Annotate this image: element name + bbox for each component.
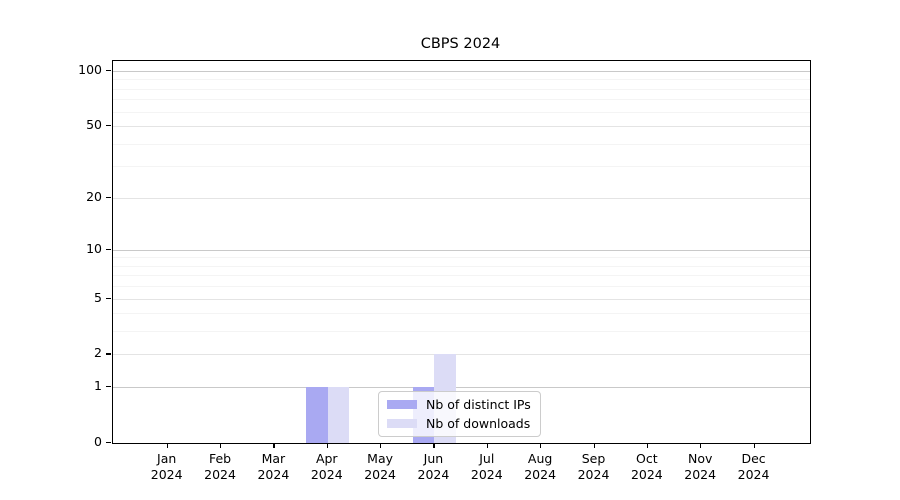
gridline-minor xyxy=(113,99,810,101)
gridline-minor xyxy=(113,275,810,277)
x-tick-label-apr: Apr 2024 xyxy=(310,451,343,482)
x-tick-mark-nov xyxy=(700,444,702,448)
gridline-minor xyxy=(113,166,810,168)
gridline-100 xyxy=(113,71,810,72)
gridline-50 xyxy=(113,126,810,128)
y-tick-mark-2 xyxy=(106,353,111,355)
x-tick-mark-jan xyxy=(166,444,168,448)
gridline-minor xyxy=(113,88,810,90)
bar-nb-of-distinct-ips-apr xyxy=(306,387,328,443)
gridline-1 xyxy=(113,387,810,389)
legend-label-distinct-ips: Nb of distinct IPs xyxy=(426,397,531,412)
y-tick-label-50: 50 xyxy=(86,117,102,133)
gridline-minor xyxy=(113,331,810,333)
gridline-minor xyxy=(113,257,810,259)
x-tick-mark-jun xyxy=(433,444,435,448)
y-tick-mark-20 xyxy=(106,196,111,198)
x-tick-mark-jul xyxy=(486,444,489,448)
y-tick-mark-10 xyxy=(106,248,111,250)
x-tick-label-oct: Oct 2024 xyxy=(630,451,663,482)
x-tick-label-dec: Dec 2024 xyxy=(737,451,770,482)
y-tick-label-1: 1 xyxy=(94,378,102,394)
legend-entry-downloads: Nb of downloads xyxy=(387,416,532,431)
x-tick-label-may: May 2024 xyxy=(364,451,396,482)
y-tick-mark-100 xyxy=(106,70,111,72)
plot-area xyxy=(112,60,811,444)
y-tick-label-20: 20 xyxy=(86,188,102,204)
chart-title: CBPS 2024 xyxy=(420,36,501,52)
x-tick-label-jan: Jan 2024 xyxy=(150,451,183,482)
legend-entry-distinct-ips: Nb of distinct IPs xyxy=(387,397,532,412)
x-tick-mark-dec xyxy=(753,444,755,448)
gridline-minor xyxy=(113,79,810,81)
bar-nb-of-downloads-apr xyxy=(327,387,350,443)
distinct-ips-swatch xyxy=(387,400,417,409)
x-tick-mark-aug xyxy=(540,444,542,448)
y-tick-mark-5 xyxy=(106,297,111,299)
legend: Nb of distinct IPs Nb of downloads xyxy=(378,391,541,437)
y-tick-mark-50 xyxy=(106,125,111,127)
x-tick-label-aug: Aug 2024 xyxy=(524,451,557,482)
x-tick-mark-apr xyxy=(326,444,329,448)
x-tick-label-nov: Nov 2024 xyxy=(684,451,717,482)
gridline-10 xyxy=(113,249,810,251)
x-tick-label-jul: Jul 2024 xyxy=(470,451,503,482)
gridline-minor xyxy=(113,143,810,145)
gridline-minor xyxy=(113,286,810,288)
x-tick-label-feb: Feb 2024 xyxy=(204,451,236,482)
y-tick-label-100: 100 xyxy=(78,62,102,77)
x-tick-mark-oct xyxy=(646,444,649,448)
gridline-minor xyxy=(113,313,810,315)
gridline-20 xyxy=(113,197,810,199)
gridline-minor xyxy=(113,265,810,267)
downloads-swatch xyxy=(387,419,417,428)
y-tick-mark-0 xyxy=(106,442,111,444)
x-tick-mark-may xyxy=(380,444,382,448)
gridline-2 xyxy=(113,354,810,356)
gridline-5 xyxy=(113,298,810,300)
x-tick-label-sep: Sep 2024 xyxy=(577,451,610,482)
y-tick-label-10: 10 xyxy=(86,240,102,256)
x-tick-mark-feb xyxy=(220,444,222,448)
x-tick-mark-sep xyxy=(593,444,595,448)
x-tick-mark-mar xyxy=(273,444,275,448)
y-tick-label-2: 2 xyxy=(94,345,102,361)
x-tick-label-jun: Jun 2024 xyxy=(417,451,450,482)
y-tick-label-5: 5 xyxy=(94,289,102,305)
gridline-minor xyxy=(113,111,810,113)
x-tick-label-mar: Mar 2024 xyxy=(257,451,290,482)
y-tick-label-0: 0 xyxy=(94,434,102,449)
y-tick-mark-1 xyxy=(106,386,111,388)
legend-label-downloads: Nb of downloads xyxy=(426,416,531,431)
